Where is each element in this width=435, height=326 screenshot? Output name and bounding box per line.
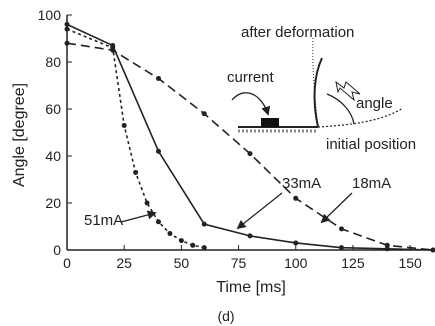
series-label-33mA: 33mA	[282, 175, 321, 192]
data-point-51mA	[178, 238, 184, 244]
data-point-33mA	[384, 246, 390, 252]
series-label-arrow-18mA	[320, 192, 353, 224]
annotation-initial-position: initial position	[326, 136, 416, 153]
data-point-51mA	[156, 219, 161, 225]
y-tick-label: 80	[45, 54, 61, 70]
data-point-33mA	[156, 148, 161, 154]
data-point-51mA	[201, 245, 207, 251]
x-tick-label: 25	[116, 255, 132, 271]
data-point-33mA	[201, 221, 207, 227]
x-tick-label: 0	[63, 255, 71, 271]
figure-caption: (d)	[217, 308, 234, 324]
motion-arrow-icon	[335, 80, 361, 102]
y-tick-label: 100	[38, 7, 62, 23]
data-point-18mA	[247, 151, 253, 157]
y-tick-label: 40	[45, 148, 61, 164]
data-point-51mA	[190, 242, 196, 248]
initial-position-curve	[317, 107, 404, 128]
current-arrow	[231, 92, 271, 116]
series-label-51mA: 51mA	[84, 212, 123, 229]
data-point-18mA	[293, 195, 299, 201]
data-point-51mA	[133, 169, 139, 175]
y-tick-label: 0	[53, 242, 61, 258]
data-point-33mA	[247, 233, 253, 239]
deformed-beam	[313, 57, 323, 128]
series-label-18mA: 18mA	[352, 175, 391, 192]
annotation-after-deformation: after deformation	[241, 24, 354, 41]
data-point-18mA	[339, 226, 344, 232]
annotation-current: current	[227, 69, 275, 86]
data-point-33mA	[110, 43, 116, 49]
data-point-51mA	[144, 200, 150, 206]
x-tick-label: 150	[398, 255, 422, 271]
x-axis-title: Time [ms]	[216, 279, 286, 296]
data-point-51mA	[167, 231, 173, 237]
data-point-18mA	[64, 40, 70, 46]
data-point-33mA	[64, 21, 70, 27]
data-point-33mA	[339, 245, 344, 251]
annotation-angle: angle	[356, 95, 393, 112]
x-tick-label: 100	[284, 255, 308, 271]
data-point-18mA	[110, 47, 116, 53]
inset-illustration: current after deformation angle initial …	[227, 24, 416, 153]
y-axis-title: Angle [degree]	[11, 83, 28, 187]
heater-block	[261, 118, 279, 127]
y-tick-label: 20	[45, 195, 61, 211]
x-tick-label: 125	[341, 255, 365, 271]
data-point-33mA	[293, 240, 299, 246]
series-label-arrow-33mA	[236, 192, 283, 230]
data-point-18mA	[430, 247, 435, 253]
data-point-51mA	[64, 26, 70, 32]
data-point-51mA	[121, 122, 127, 128]
data-point-18mA	[201, 111, 207, 117]
x-tick-label: 75	[231, 255, 247, 271]
y-tick-label: 60	[45, 101, 61, 117]
data-point-18mA	[384, 242, 390, 248]
series-label-arrow-51mA	[120, 210, 157, 223]
data-point-18mA	[156, 75, 161, 81]
after-deformation-leader	[312, 37, 319, 128]
angle-arc	[326, 93, 355, 125]
x-tick-label: 50	[174, 255, 190, 271]
series-line-51mA	[66, 28, 205, 249]
plot-area: 0 25 50 75 100 125 150 0 20 40 60 80 100 51mA 33mA 18mA	[38, 7, 435, 271]
